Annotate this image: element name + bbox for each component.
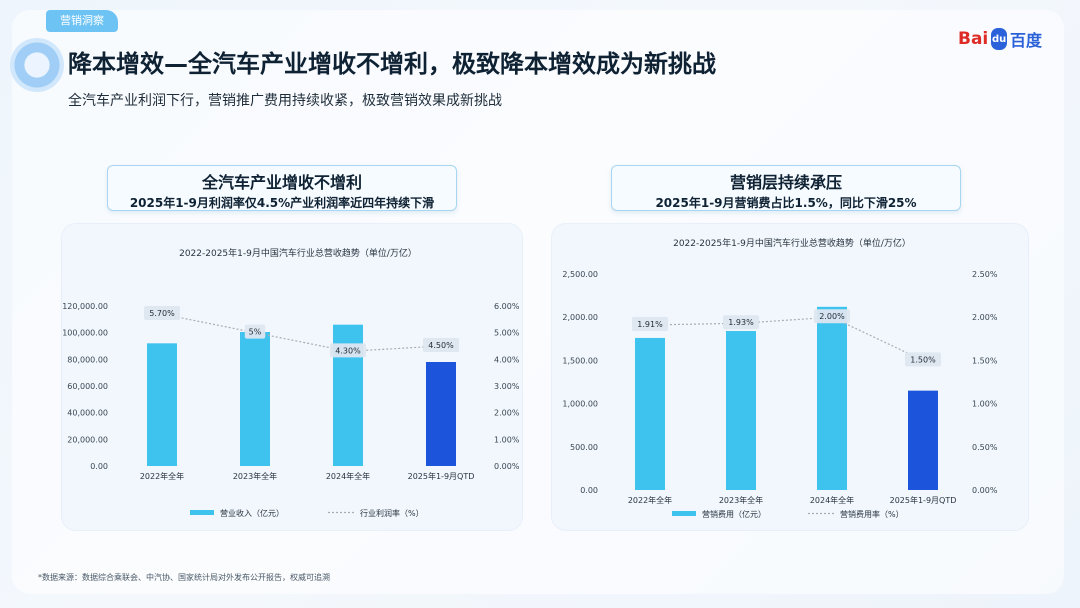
- left-rate-label: 5.70%: [149, 309, 175, 318]
- right-y-right-tick: 2.00%: [972, 313, 998, 322]
- right-rate-label: 1.91%: [637, 320, 663, 329]
- left-legend-bar-label: 营业收入（亿元）: [220, 508, 284, 518]
- left-rate-label: 4.30%: [335, 346, 361, 355]
- baidu-logo: Bai du 百度: [958, 22, 1042, 56]
- right-rate-label-bg: [814, 309, 850, 324]
- right-rate-label: 1.93%: [728, 318, 754, 327]
- left-y-left-tick: 20,000.00: [67, 435, 108, 444]
- right-header-subtitle: 2025年1-9月营销费占比1.5%，同比下滑25%: [655, 196, 917, 210]
- left-legend-line-label: 行业利润率（%）: [360, 508, 424, 518]
- left-rate-label-bg: [330, 343, 366, 358]
- left-chart-title: 2022-2025年1-9月中国汽车行业总营收趋势（单位/万亿）: [179, 247, 417, 259]
- logo-text-bai: Bai: [958, 29, 989, 49]
- right-chart-header: 营销层持续承压 2025年1-9月营销费占比1.5%，同比下滑25%: [611, 165, 961, 211]
- left-y-left-tick: 0.00: [90, 462, 108, 471]
- left-rate-label: 5%: [249, 328, 262, 337]
- left-y-left-tick: 60,000.00: [67, 382, 108, 391]
- decorative-ring-icon: [10, 38, 64, 92]
- left-rate-line: [161, 313, 442, 352]
- right-rate-label-bg: [632, 316, 668, 331]
- right-x-tick-label: 2025年1-9月QTD: [890, 495, 957, 505]
- left-y-right-tick: 6.00%: [494, 302, 520, 311]
- left-y-right-tick: 5.00%: [494, 329, 520, 338]
- right-rate-line: [649, 316, 924, 361]
- page-title: 降本增效—全汽车产业增收不增利，极致降本增效成为新挑战: [68, 50, 716, 78]
- left-y-right-tick: 2.00%: [494, 409, 520, 418]
- right-legend-bar-label: 营销费用（亿元）: [702, 509, 766, 519]
- left-y-left-tick: 100,000.00: [62, 329, 108, 338]
- left-header-title: 全汽车产业增收不增利: [201, 173, 362, 192]
- logo-paw-icon: du: [991, 28, 1007, 50]
- left-y-right-tick: 4.00%: [494, 355, 520, 364]
- right-bar: [908, 390, 938, 490]
- right-y-right-tick: 1.50%: [972, 356, 998, 365]
- left-rate-label-bg: [244, 324, 266, 339]
- right-y-left-tick: 1,500.00: [562, 356, 598, 365]
- left-chart-header: 全汽车产业增收不增利 2025年1-9月利润率仅4.5%产业利润率近四年持续下滑: [107, 165, 457, 211]
- right-y-right-tick: 2.50%: [972, 270, 998, 279]
- right-rate-label-bg: [905, 352, 941, 367]
- right-y-left-tick: 1,000.00: [562, 400, 598, 409]
- left-header-subtitle: 2025年1-9月利润率仅4.5%产业利润率近四年持续下滑: [129, 196, 435, 210]
- right-y-left-tick: 500.00: [570, 443, 598, 452]
- left-y-left-tick: 120,000.00: [62, 302, 108, 311]
- right-bar: [726, 331, 756, 490]
- left-bar: [147, 343, 177, 466]
- left-x-tick-label: 2025年1-9月QTD: [408, 471, 475, 481]
- page-subtitle: 全汽车产业利润下行，营销推广费用持续收紧，极致营销效果成新挑战: [68, 93, 502, 109]
- left-rate-label: 4.50%: [428, 341, 454, 350]
- right-rate-label-bg: [723, 315, 759, 330]
- right-y-left-tick: 0.00: [580, 486, 598, 495]
- right-y-right-tick: 0.00%: [972, 486, 998, 495]
- right-rate-label: 1.50%: [910, 355, 936, 364]
- left-bar: [240, 332, 270, 466]
- left-x-tick-label: 2023年全年: [233, 471, 277, 481]
- right-y-right-tick: 1.00%: [972, 400, 998, 409]
- section-tag: 营销洞察: [46, 10, 118, 32]
- right-y-left-tick: 2,000.00: [562, 313, 598, 322]
- marketing-cost-chart: 2022-2025年1-9月中国汽车行业总营收趋势（单位/万亿） 0.00 500.…: [562, 237, 998, 519]
- right-legend-bar-swatch: [672, 511, 696, 516]
- left-y-right-tick: 3.00%: [494, 382, 520, 391]
- left-x-tick-label: 2022年全年: [140, 471, 184, 481]
- data-source-footnote: *数据来源：数据综合乘联会、中汽协、国家统计局对外发布公开报告，权威可追溯: [38, 573, 330, 582]
- left-bar: [426, 362, 456, 466]
- right-chart-title: 2022-2025年1-9月中国汽车行业总营收趋势（单位/万亿）: [673, 237, 911, 249]
- left-y-right-tick: 0.00%: [494, 462, 520, 471]
- right-y-right-tick: 0.50%: [972, 443, 998, 452]
- left-rate-label-bg: [423, 338, 459, 352]
- left-legend-bar-swatch: [190, 510, 214, 515]
- revenue-profit-chart: 2022-2025年1-9月中国汽车行业总营收趋势（单位/万亿） 0.00 20,0…: [62, 247, 520, 518]
- right-y-left-tick: 2,500.00: [562, 270, 598, 279]
- right-x-tick-label: 2022年全年: [628, 495, 672, 505]
- right-x-tick-label: 2023年全年: [719, 495, 763, 505]
- logo-text-baidu: 百度: [1009, 31, 1042, 50]
- right-header-title: 营销层持续承压: [729, 173, 842, 192]
- right-bar: [817, 306, 847, 490]
- left-y-left-tick: 80,000.00: [67, 355, 108, 364]
- right-bar: [635, 337, 665, 490]
- left-x-tick-label: 2024年全年: [326, 471, 370, 481]
- right-rate-label: 2.00%: [819, 312, 845, 321]
- right-legend-line-label: 营销费用率（%）: [840, 509, 904, 519]
- right-chart-panel: [552, 224, 1028, 530]
- right-x-tick-label: 2024年全年: [810, 495, 854, 505]
- left-y-left-tick: 40,000.00: [67, 409, 108, 418]
- left-y-right-tick: 1.00%: [494, 435, 520, 444]
- left-rate-label-bg: [144, 306, 180, 320]
